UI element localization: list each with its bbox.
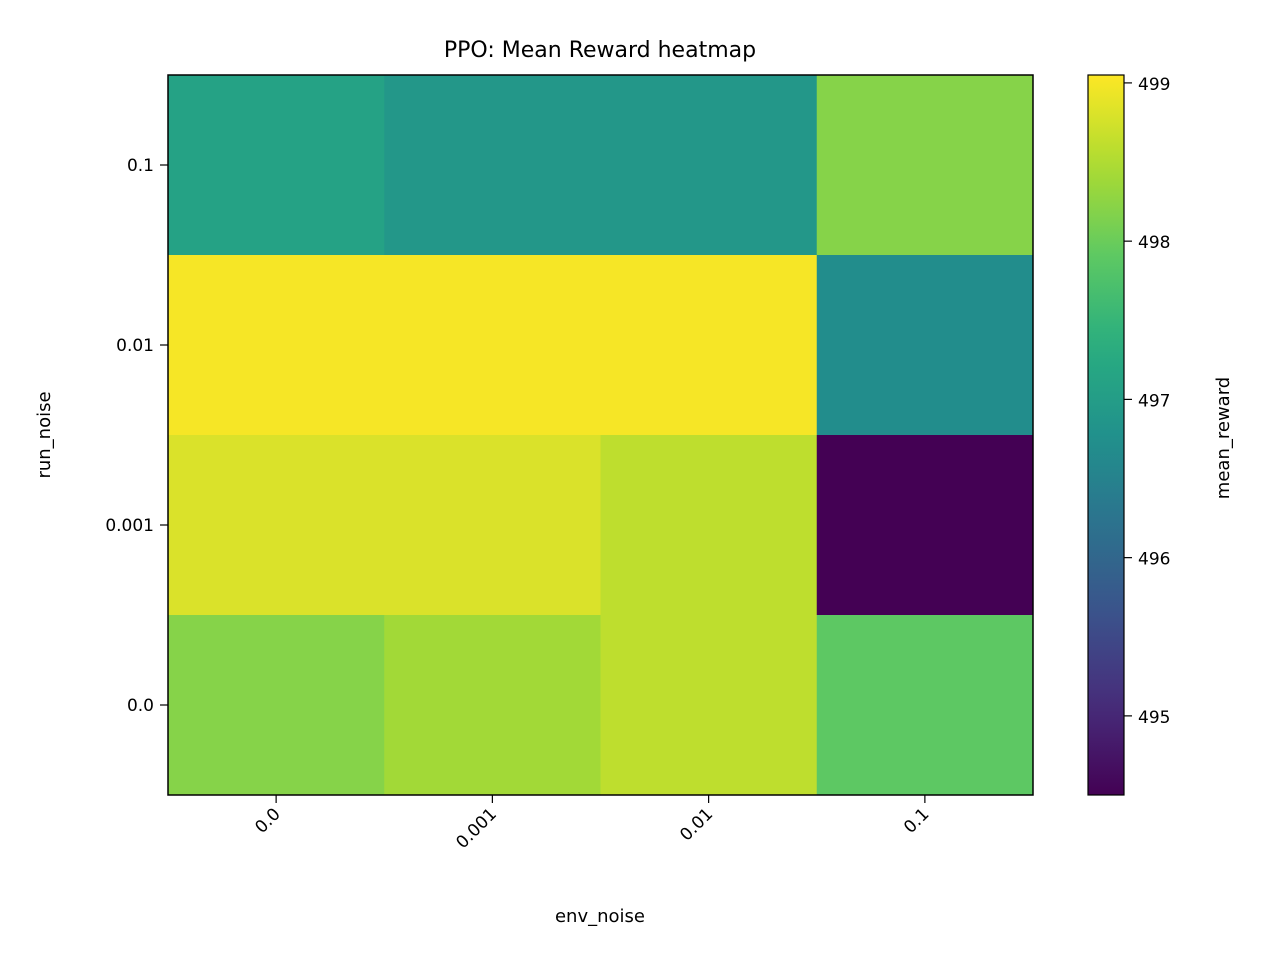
heatmap-cells [168,75,1034,796]
heatmap-cell [384,255,601,436]
heatmap-cell [600,255,818,436]
colorbar-tick-label: 496 [1138,550,1170,570]
heatmap-cell [168,255,385,436]
y-tick-label: 0.001 [105,516,154,536]
y-tick-label: 0.0 [127,696,154,716]
heatmap-cell [384,75,601,256]
y-tick-label: 0.1 [127,156,154,176]
heatmap-cell [816,255,1034,436]
heatmap-cell [384,615,601,796]
heatmap-cell [168,75,385,256]
colorbar-tick-label: 498 [1138,233,1170,253]
colorbar-tick-label: 497 [1138,391,1170,411]
heatmap-cell [816,435,1034,616]
heatmap-cell [600,615,818,796]
y-axis-ticks: 0.1 0.01 0.001 0.0 [105,156,168,716]
heatmap-cell [600,75,818,256]
chart-title: PPO: Mean Reward heatmap [444,38,756,63]
colorbar [1087,74,1125,796]
colorbar-ticks: 495 496 497 498 499 [1124,75,1170,728]
heatmap-cell [384,435,601,616]
x-tick-label: 0.0 [251,804,284,837]
colorbar-tick-label: 495 [1138,708,1170,728]
heatmap-cell [168,615,385,796]
y-axis-label: run_noise [34,391,55,478]
x-axis-ticks: 0.0 0.001 0.01 0.1 [251,795,933,853]
colorbar-label: mean_reward [1213,377,1234,499]
x-axis-label: env_noise [555,906,645,927]
heatmap-cell [168,435,385,616]
y-tick-label: 0.01 [116,336,154,356]
plot-frame [167,74,1034,796]
x-tick-label: 0.01 [676,804,717,845]
x-tick-label: 0.1 [900,804,933,837]
heatmap-cell [600,435,818,616]
heatmap-cell [816,615,1034,796]
heatmap-cell [816,75,1034,256]
x-tick-label: 0.001 [452,804,501,853]
colorbar-tick-label: 499 [1138,75,1170,95]
